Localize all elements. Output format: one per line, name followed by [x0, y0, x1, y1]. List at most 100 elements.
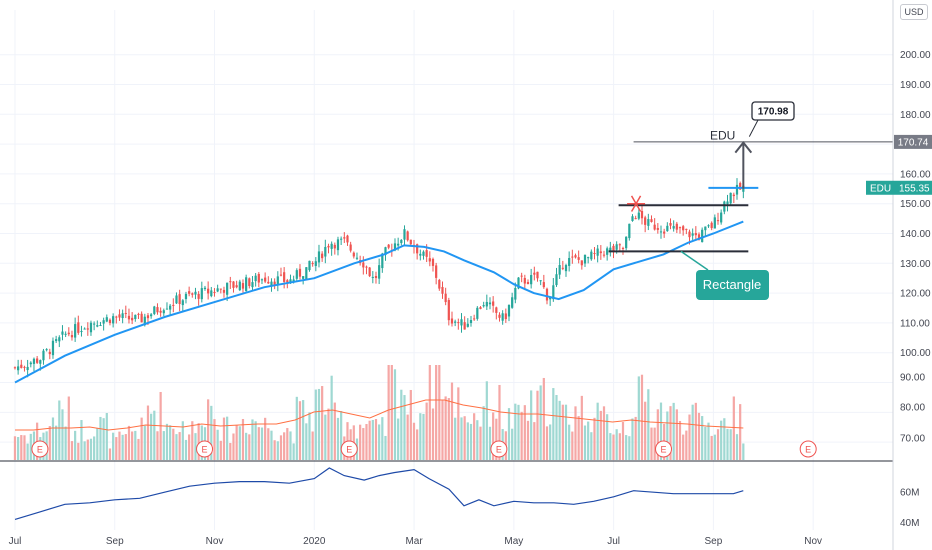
volume-bar — [539, 385, 542, 460]
price-tick-label: 130.00 — [900, 259, 931, 270]
candle-body — [716, 220, 720, 222]
earnings-marker: E — [799, 440, 817, 458]
candle-body — [365, 266, 368, 268]
candle-body — [140, 313, 143, 323]
candle-body — [232, 281, 235, 288]
candle-body — [112, 316, 115, 324]
volume-bar — [710, 435, 713, 460]
volume-bar — [701, 416, 704, 460]
candle-body — [213, 291, 216, 293]
candle-body — [203, 287, 207, 290]
candle-body — [13, 367, 17, 369]
candle-body — [32, 358, 36, 364]
candle-body — [105, 317, 108, 322]
volume-bar — [606, 414, 609, 460]
candle-body — [23, 366, 26, 368]
volume-bar — [55, 425, 58, 460]
volume-bar — [330, 375, 333, 460]
volume-bar — [51, 417, 55, 460]
candle-body — [650, 219, 653, 223]
volume-bar — [587, 421, 590, 460]
candle-body — [102, 320, 105, 324]
candle-body — [672, 226, 675, 229]
volume-bar — [146, 405, 150, 460]
volume-bar — [13, 436, 17, 460]
volume-bar — [457, 387, 460, 460]
candle-body — [431, 258, 435, 266]
candle-body — [631, 216, 634, 221]
candle-body — [89, 322, 93, 333]
candle-body — [735, 184, 739, 195]
volume-bar — [178, 432, 181, 460]
volume-bar — [542, 377, 545, 460]
moving-average-line — [14, 220, 744, 384]
volume-bar — [134, 430, 137, 460]
candle-body — [178, 294, 181, 305]
volume-bar — [238, 426, 241, 460]
volume-bar — [517, 404, 520, 460]
candle-body — [669, 223, 672, 226]
volume-bar — [165, 423, 169, 460]
volume-bar — [463, 416, 466, 460]
candle-body — [131, 317, 134, 321]
candle-body — [222, 289, 226, 293]
earnings-marker-circle — [31, 440, 49, 458]
candle-body — [387, 244, 390, 248]
candle-body — [574, 255, 577, 258]
candle-body — [29, 362, 32, 365]
volume-bar — [305, 423, 308, 460]
target-price-label: 170.74 — [898, 137, 929, 148]
volume-bar — [251, 419, 254, 460]
volume-bar — [447, 398, 450, 460]
volume-bar — [333, 402, 336, 460]
candle-body — [640, 211, 644, 219]
candle-body — [226, 282, 229, 295]
candle-body — [403, 229, 406, 240]
candle-body — [207, 288, 210, 294]
volume-bar — [216, 429, 219, 460]
volume-bar — [612, 434, 615, 460]
candle-body — [264, 277, 267, 282]
candle-body — [419, 253, 422, 256]
candle-body — [51, 340, 55, 356]
volume-bar — [549, 424, 552, 460]
volume-bar — [511, 428, 514, 460]
volume-bar — [422, 413, 425, 460]
candle-body — [58, 337, 61, 342]
candle-body — [397, 243, 400, 246]
price-tick-label: 200.00 — [900, 50, 931, 61]
candle-body — [435, 265, 438, 278]
candle-body — [710, 222, 713, 229]
candle-body — [428, 258, 431, 262]
currency-button[interactable]: USD — [900, 4, 928, 20]
volume-bar — [298, 401, 302, 460]
volume-bar — [137, 438, 140, 460]
volume-bar — [742, 443, 745, 460]
candle-body — [485, 301, 488, 307]
candle-body — [165, 308, 169, 310]
volume-bar — [473, 413, 476, 460]
candle-body — [219, 288, 222, 290]
target-callout-box — [751, 101, 795, 121]
candle-body — [191, 293, 194, 295]
candle-body — [488, 302, 492, 305]
earnings-marker-label: E — [496, 445, 502, 455]
candle-body — [150, 314, 153, 317]
candle-body — [723, 201, 726, 212]
candle-body — [441, 286, 444, 294]
candle-body — [450, 318, 454, 324]
volume-bar — [108, 448, 112, 460]
volume-bar — [647, 389, 650, 460]
candle-body — [270, 281, 273, 287]
volume-bar — [485, 381, 488, 460]
volume-bar — [371, 419, 374, 460]
candle-body — [628, 223, 631, 239]
volume-bar — [488, 426, 492, 460]
candle-body — [511, 297, 514, 308]
candle-body — [659, 231, 663, 233]
candle-body — [159, 310, 162, 313]
star-marker-icon — [627, 195, 646, 212]
volume-bar — [156, 431, 159, 460]
volume-bar — [596, 402, 599, 460]
